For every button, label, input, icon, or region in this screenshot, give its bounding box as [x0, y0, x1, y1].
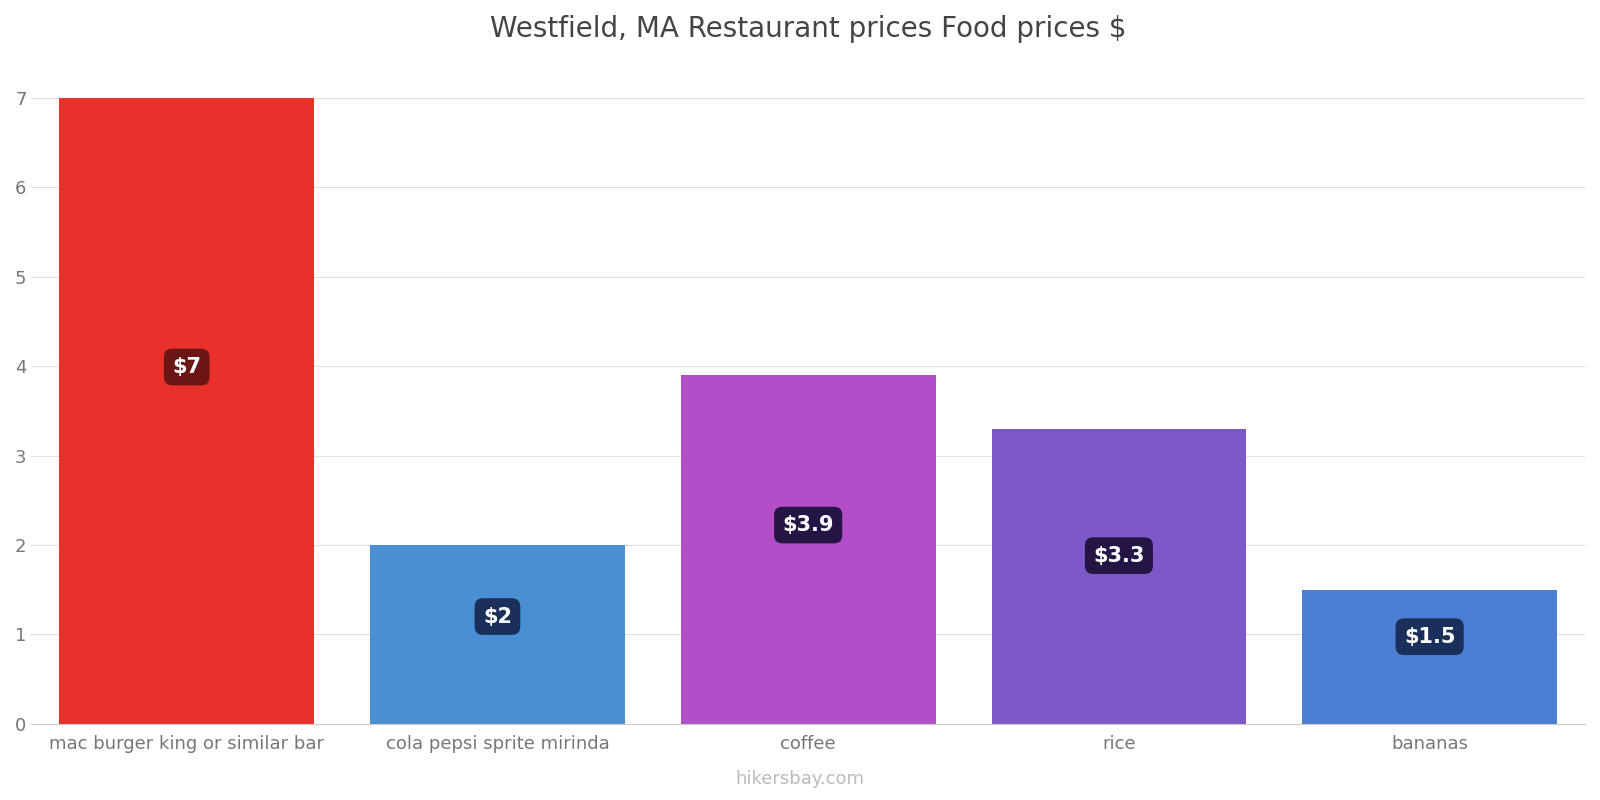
- Bar: [680, 375, 936, 724]
- Title: Westfield, MA Restaurant prices Food prices $: Westfield, MA Restaurant prices Food pri…: [490, 15, 1126, 43]
- Bar: [992, 429, 1246, 724]
- Text: $7: $7: [173, 357, 202, 377]
- Text: $3.9: $3.9: [782, 515, 834, 535]
- Bar: [370, 545, 626, 724]
- Text: hikersbay.com: hikersbay.com: [736, 770, 864, 788]
- Text: $2: $2: [483, 606, 512, 626]
- Text: $3.3: $3.3: [1093, 546, 1144, 566]
- Text: $1.5: $1.5: [1403, 626, 1456, 646]
- Bar: [1302, 590, 1557, 724]
- Bar: [59, 98, 314, 724]
